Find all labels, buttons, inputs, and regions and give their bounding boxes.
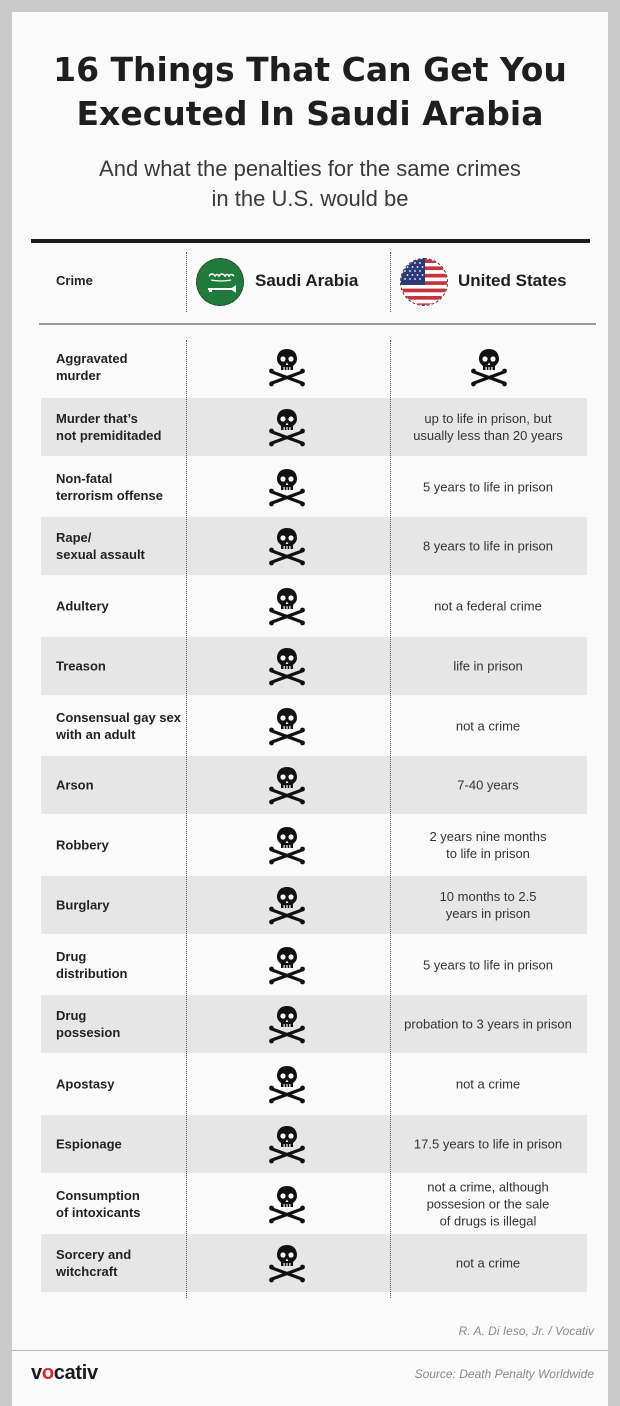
skull-and-crossbones-icon: [268, 526, 306, 566]
column-divider-left: [186, 340, 187, 1298]
us-penalty: 8 years to life in prison: [422, 538, 554, 554]
infographic-card: [12, 12, 608, 1406]
us-penalty: not a crime: [455, 1255, 521, 1271]
table-row: Espionage 17.5 years to life in prison: [41, 1114, 587, 1173]
us-penalty: 2 years nine months to life in prison: [429, 829, 547, 861]
us-penalty: not a crime, although possesion or the s…: [426, 1179, 550, 1228]
footer-divider: [12, 1350, 608, 1351]
table-row: Burglary 10 months to 2.5 years in prison: [41, 875, 587, 934]
skull-and-crossbones-icon: [268, 825, 306, 865]
table-row: Adultery not a federal crime: [41, 577, 587, 635]
logo-text-start: v: [31, 1362, 42, 1384]
skull-and-crossbones-icon: [268, 347, 306, 387]
crime-name: Sorcery and witchcraft: [56, 1247, 132, 1280]
table-row: Robbery 2 years nine months to life in pr…: [41, 816, 587, 874]
table-row: Treason life in prison: [41, 636, 587, 695]
us-penalty: not a crime: [455, 718, 521, 733]
crime-name: Apostasy: [56, 1076, 115, 1092]
us-penalty: 7-40 years: [457, 777, 519, 793]
table-row: Non-fatal terrorism offense 5 years to li…: [41, 458, 587, 516]
skull-and-crossbones-icon: [268, 586, 306, 626]
logo-text-end: cativ: [53, 1362, 98, 1384]
skull-and-crossbones-icon: [268, 1124, 306, 1164]
header-divider: [39, 323, 596, 325]
skull-and-crossbones-icon: [268, 407, 306, 447]
crime-name: Aggravated murder: [56, 351, 128, 383]
skull-and-crossbones-icon: [268, 1004, 306, 1044]
us-flag-icon: [400, 258, 448, 306]
us-penalty: not a federal crime: [434, 598, 542, 614]
crime-name: Burglary: [56, 897, 110, 913]
us-penalty: up to life in prison, but usually less t…: [413, 410, 563, 443]
us-penalty: 5 years to life in prison: [422, 479, 554, 494]
column-header-crime: Crime: [56, 273, 93, 288]
header-divider-left: [186, 252, 187, 312]
table-row: Drug possesion probation to 3 years in pr…: [41, 995, 587, 1054]
table-row: Consensual gay sex with an adult not a cr…: [41, 697, 587, 755]
table-row: Apostasy not a crime: [41, 1055, 587, 1113]
table-row: Drug distribution 5 years to life in pris…: [41, 936, 587, 994]
skull-and-crossbones-icon: [268, 945, 306, 985]
skull-and-crossbones-icon: [470, 347, 508, 387]
crime-name: Treason: [56, 658, 106, 674]
crime-name: Robbery: [56, 837, 109, 853]
table-row: Consumption of intoxicants not a crime, a…: [41, 1175, 587, 1233]
skull-and-crossbones-icon: [268, 467, 306, 507]
source-note: Source: Death Penalty Worldwide: [414, 1367, 594, 1381]
top-divider: [31, 239, 590, 243]
crime-name: Consumption of intoxicants: [56, 1187, 141, 1220]
skull-and-crossbones-icon: [268, 885, 306, 925]
title-line-2: Executed In Saudi Arabia: [76, 94, 544, 133]
table-row: Aggravated murder: [41, 338, 587, 396]
subtitle-line-2: in the U.S. would be: [211, 186, 409, 211]
table-row: Sorcery and witchcraft not a crime: [41, 1234, 587, 1293]
crime-name: Drug distribution: [56, 948, 128, 981]
skull-and-crossbones-icon: [268, 1184, 306, 1224]
table-row: Arson 7-40 years: [41, 756, 587, 815]
crime-name: Espionage: [56, 1136, 122, 1152]
crime-name: Rape/ sexual assault: [56, 530, 145, 563]
skull-and-crossbones-icon: [268, 1243, 306, 1283]
page-title: 16 Things That Can Get You Executed In S…: [0, 48, 620, 136]
us-penalty: probation to 3 years in prison: [404, 1016, 572, 1032]
column-divider-right: [390, 340, 391, 1298]
logo-text-accent: o: [41, 1362, 54, 1384]
crime-name: Drug possesion: [56, 1008, 121, 1041]
subtitle-line-1: And what the penalties for the same crim…: [99, 156, 521, 181]
us-penalty: 5 years to life in prison: [422, 957, 554, 972]
crime-name: Murder that’s not premiditaded: [56, 410, 162, 443]
header-divider-right: [390, 252, 391, 312]
skull-and-crossbones-icon: [268, 765, 306, 805]
saudi-flag-icon: [196, 258, 244, 306]
page-subtitle: And what the penalties for the same crim…: [0, 154, 620, 214]
crime-name: Arson: [56, 777, 94, 793]
crime-name: Adultery: [56, 598, 109, 614]
crime-name: Consensual gay sex with an adult: [56, 709, 181, 742]
table-row: Murder that’s not premiditaded up to life…: [41, 397, 587, 456]
us-penalty: life in prison: [453, 658, 523, 674]
skull-and-crossbones-icon: [268, 1064, 306, 1104]
us-penalty: not a crime: [455, 1076, 521, 1092]
vocativ-logo: vocativ: [31, 1362, 98, 1385]
us-penalty: 17.5 years to life in prison: [413, 1136, 563, 1152]
us-penalty: 10 months to 2.5 years in prison: [439, 888, 537, 921]
skull-and-crossbones-icon: [268, 646, 306, 686]
skull-and-crossbones-icon: [268, 706, 306, 746]
crime-name: Non-fatal terrorism offense: [56, 470, 163, 503]
column-header-saudi-arabia: Saudi Arabia: [255, 271, 359, 290]
title-line-1: 16 Things That Can Get You: [53, 50, 567, 89]
column-header-united-states: United States: [458, 271, 567, 290]
author-credit: R. A. Di Ieso, Jr. / Vocativ: [458, 1324, 594, 1338]
table-row: Rape/ sexual assault 8 years to life in p…: [41, 517, 587, 576]
